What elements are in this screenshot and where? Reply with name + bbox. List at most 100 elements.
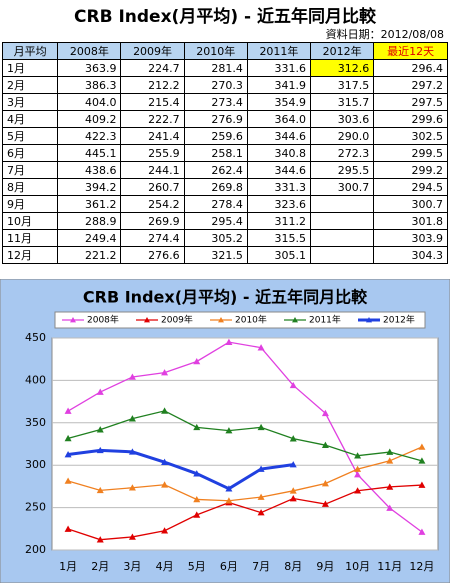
x-tick-label: 8月	[284, 560, 302, 573]
cell: 249.4	[57, 229, 122, 247]
point	[289, 461, 297, 468]
point	[128, 415, 136, 422]
cell: 3月	[1, 93, 59, 111]
point	[257, 423, 265, 431]
cell: 254.2	[120, 195, 185, 213]
column-header: 2012年	[310, 42, 375, 60]
cell: 301.8	[373, 212, 448, 230]
point	[354, 452, 362, 459]
empty-cell	[310, 229, 375, 247]
y-tick-label: 400	[25, 373, 46, 386]
cell: 331.6	[246, 59, 312, 77]
cell: 262.4	[183, 161, 248, 179]
point	[257, 509, 265, 516]
point	[386, 504, 394, 511]
cell: 364.0	[246, 110, 312, 128]
point	[321, 441, 329, 448]
point	[257, 344, 265, 351]
table-row: 8月 394.2 260.7 269.8 331.3 300.7 294.5	[1, 178, 448, 196]
empty-cell	[310, 246, 375, 264]
cell: 215.4	[120, 93, 185, 111]
point	[225, 485, 233, 492]
column-header: 最近12天	[373, 42, 448, 60]
cell: 12月	[1, 246, 59, 264]
point	[96, 388, 104, 395]
table-row: 1月 363.9 224.7 281.4 331.6 312.6 296.4	[1, 59, 448, 77]
cell: 10月	[1, 212, 59, 230]
point	[354, 471, 362, 478]
x-tick-label: 7月	[252, 560, 270, 573]
cell: 404.0	[57, 93, 122, 111]
cell: 323.6	[246, 195, 312, 213]
cell: 386.3	[57, 76, 122, 94]
cell: 422.3	[57, 127, 122, 145]
cell: 9月	[1, 195, 59, 213]
cell: 304.3	[373, 246, 448, 264]
cell: 1月	[1, 59, 59, 77]
column-header: 2009年	[120, 42, 185, 60]
point	[161, 458, 169, 465]
point	[225, 427, 233, 434]
point	[225, 497, 233, 504]
cell: 341.9	[246, 76, 312, 94]
cell: 299.5	[373, 144, 448, 162]
chart-title: CRB Index(月平均) - 近五年同月比較	[83, 288, 368, 307]
cell: 305.1	[246, 246, 312, 264]
series-line	[67, 341, 423, 533]
cell: 311.2	[246, 212, 312, 230]
point	[161, 481, 169, 488]
cell: 295.5	[310, 161, 375, 179]
empty-cell	[310, 195, 375, 213]
cell: 276.6	[120, 246, 185, 264]
cell: 302.5	[373, 127, 448, 145]
cell: 224.7	[120, 59, 185, 77]
series-line	[67, 410, 423, 462]
y-tick-label: 350	[25, 416, 46, 429]
cell: 344.6	[246, 127, 312, 145]
point	[386, 448, 394, 455]
cell: 274.4	[120, 229, 185, 247]
table-row: 9月 361.2 254.2 278.4 323.6 300.7	[1, 195, 448, 213]
cell: 11月	[1, 229, 59, 247]
series-line	[67, 446, 423, 502]
point	[128, 373, 136, 380]
cell: 315.5	[246, 229, 312, 247]
point	[418, 457, 426, 464]
cell: 273.4	[183, 93, 248, 111]
table-row: 11月 249.4 274.4 305.2 315.5 303.9	[1, 229, 448, 247]
cell: 296.4	[373, 59, 448, 77]
point	[418, 481, 426, 488]
cell: 276.9	[183, 110, 248, 128]
cell: 303.9	[373, 229, 448, 247]
point	[289, 381, 297, 389]
legend-label: 2012年	[383, 314, 415, 326]
x-tick-label: 9月	[316, 560, 334, 573]
x-tick-label: 10月	[345, 560, 370, 573]
y-tick-label: 450	[25, 331, 46, 344]
point	[161, 527, 169, 534]
y-tick-label: 300	[25, 458, 46, 471]
point	[354, 465, 362, 472]
legend-marker	[366, 317, 372, 323]
table-row: 4月 409.2 222.7 276.9 364.0 303.6 299.6	[1, 110, 448, 128]
point	[193, 495, 201, 503]
date: 資料日期：2012/08/08	[325, 28, 444, 41]
cell: 312.6	[310, 59, 375, 77]
point	[418, 443, 426, 450]
cell: 361.2	[57, 195, 122, 213]
legend-marker	[292, 317, 298, 323]
cell: 438.6	[57, 161, 122, 179]
cell: 409.2	[57, 110, 122, 128]
column-header: 2008年	[57, 42, 122, 60]
cell: 241.4	[120, 127, 185, 145]
point	[193, 470, 201, 477]
point	[64, 525, 72, 532]
empty-cell	[310, 212, 375, 230]
cell: 222.7	[120, 110, 185, 128]
point	[225, 338, 233, 345]
cell: 8月	[1, 178, 59, 196]
table-row: 10月 288.9 269.9 295.4 311.2 301.8	[1, 212, 448, 230]
point	[321, 500, 329, 507]
point	[386, 483, 394, 490]
